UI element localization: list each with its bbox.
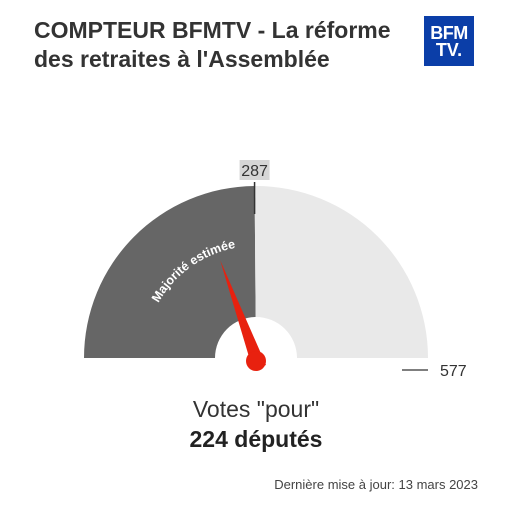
bfmtv-logo: BFM TV. <box>424 16 474 66</box>
chart-title: COMPTEUR BFMTV - La réforme des retraite… <box>34 17 391 72</box>
votes-label: Votes "pour" <box>192 396 320 422</box>
threshold-label: 287 <box>241 163 268 180</box>
last-update: Dernière mise à jour: 13 mars 2023 <box>274 477 478 492</box>
logo-text-line1: BFM <box>430 23 468 43</box>
gauge-band-remaining <box>254 186 428 358</box>
threshold-label-bg <box>239 160 270 181</box>
gauge-band-majority <box>84 186 256 358</box>
needle <box>220 260 267 370</box>
votes-value: 224 députés <box>189 426 323 452</box>
needle-hub <box>246 351 266 371</box>
gauge-chart: 287 577 Majorité estimée <box>84 160 467 380</box>
logo-text-line2: TV. <box>435 40 463 60</box>
max-label: 577 <box>440 363 467 380</box>
